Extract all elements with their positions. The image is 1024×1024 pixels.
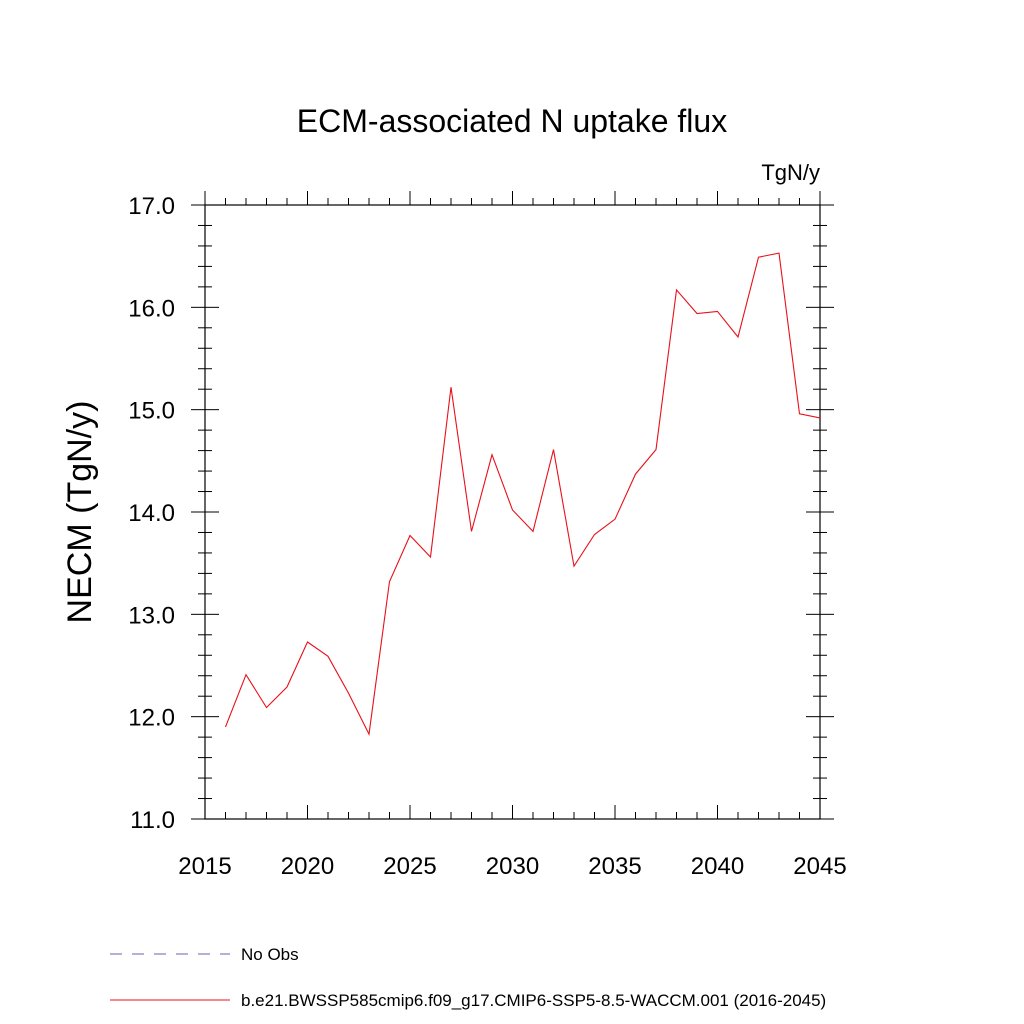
y-tick-label: 12.0 <box>128 705 175 732</box>
units-label: TgN/y <box>761 160 820 185</box>
axis-ticks <box>191 191 834 820</box>
x-tick-label: 2025 <box>383 853 436 880</box>
y-axis-label: NECM (TgN/y) <box>61 401 99 624</box>
plot-frame <box>204 204 821 820</box>
series-line-0 <box>224 252 821 736</box>
x-tick-label: 2030 <box>486 853 539 880</box>
x-tick-label: 2040 <box>691 853 744 880</box>
x-tick-label: 2035 <box>588 853 641 880</box>
y-tick-label: 17.0 <box>128 193 175 220</box>
series-layer <box>224 252 821 736</box>
legend-label-0: b.e21.BWSSP585cmip6.f09_g17.CMIP6-SSP5-8… <box>241 991 826 1010</box>
x-tick-labels: 2015 2020 2025 2030 2035 2040 2045 <box>178 853 846 880</box>
x-tick-label: 2015 <box>178 853 231 880</box>
y-tick-label: 15.0 <box>128 398 175 425</box>
y-tick-label: 13.0 <box>128 602 175 629</box>
y-tick-label: 16.0 <box>128 295 175 322</box>
x-tick-label: 2045 <box>793 853 846 880</box>
y-tick-label: 14.0 <box>128 500 175 527</box>
legend: No Obs b.e21.BWSSP585cmip6.f09_g17.CMIP6-… <box>110 945 826 1010</box>
legend-label-1: No Obs <box>241 945 299 964</box>
x-tick-label: 2020 <box>281 853 334 880</box>
chart-title: ECM-associated N uptake flux <box>297 103 727 139</box>
y-tick-labels: 11.0 12.0 13.0 14.0 15.0 16.0 17.0 <box>128 193 175 834</box>
y-tick-label: 11.0 <box>130 807 175 834</box>
